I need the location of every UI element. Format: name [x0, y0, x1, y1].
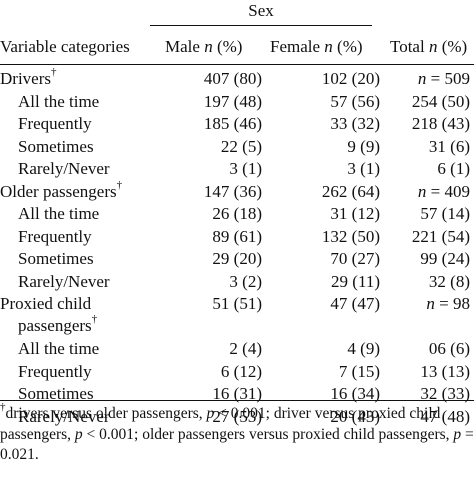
table-row: All the time 2 (4) 4 (9) 06 (6): [0, 338, 474, 361]
cell-total: n = 409: [417, 181, 470, 201]
cell-female: 20 (43): [330, 406, 380, 426]
cell-female: 132 (50): [321, 226, 380, 246]
row-label: Proxied child: [0, 294, 92, 313]
row-label: Sometimes: [18, 384, 94, 403]
cell-male: 16 (31): [212, 384, 262, 403]
cell-total: 254 (50): [411, 91, 470, 111]
row-label: Frequently: [18, 114, 92, 133]
row-label: All the time: [18, 339, 100, 358]
row-label: Rarely/Never: [18, 271, 110, 291]
col-header-total: Total n (%): [390, 37, 468, 56]
cell-male: 147 (36): [203, 181, 262, 201]
cell-female: 102 (20): [321, 69, 380, 88]
cell-male: 6 (12): [220, 361, 262, 381]
footnote-text: drivers versus older passengers, p < 0.0…: [0, 405, 474, 463]
cell-female: 16 (34): [330, 384, 380, 403]
cell-female: 9 (9): [347, 136, 380, 156]
cell-total: 221 (54): [411, 226, 470, 246]
cell-total: 06 (6): [428, 339, 470, 358]
cell-total: 13 (13): [420, 361, 470, 381]
table-row: Rarely/Never 3 (1) 3 (1) 6 (1): [0, 158, 474, 181]
row-label: Frequently: [18, 226, 92, 246]
row-label: All the time: [18, 204, 100, 223]
table-row: Rarely/Never 27 (53) 20 (43) 47 (48): [0, 406, 474, 429]
sex-group-rule: [150, 25, 372, 26]
row-label: Rarely/Never: [18, 159, 110, 178]
table-row: Sometimes 29 (20) 70 (27) 99 (24): [0, 248, 474, 271]
cell-female: 31 (12): [330, 204, 380, 223]
cell-total: 47 (48): [420, 406, 470, 426]
cell-female: 262 (64): [321, 181, 380, 201]
col-header-female: Female n (%): [270, 37, 363, 56]
cell-total: n = 98: [426, 294, 470, 313]
row-label: Frequently: [18, 361, 92, 381]
cell-total: 32 (33): [420, 384, 470, 403]
table-row: Rarely/Never 3 (2) 29 (11) 32 (8): [0, 271, 474, 294]
cell-total: 32 (8): [428, 271, 470, 291]
cell-female: 4 (9): [347, 339, 380, 358]
cell-male: 3 (2): [229, 271, 262, 291]
row-label: Older passengers†: [0, 178, 123, 201]
row-label-line2: passengers†: [18, 313, 98, 335]
col-header-variable: Variable categories: [0, 37, 130, 56]
table-row: Drivers† 407 (80) 102 (20) n = 509: [0, 66, 474, 91]
table-row: Frequently 89 (61) 132 (50) 221 (54): [0, 226, 474, 249]
dagger-mark: †: [91, 313, 98, 326]
header-rule: [0, 64, 474, 65]
cell-total: n = 509: [417, 69, 470, 88]
cell-total: 31 (6): [428, 136, 470, 156]
cell-male: 2 (4): [229, 339, 262, 358]
cell-male: 51 (51): [212, 294, 262, 313]
table-row: Older passengers† 147 (36) 262 (64) n = …: [0, 178, 474, 204]
cell-male: 89 (61): [212, 226, 262, 246]
cell-male: 27 (53): [212, 406, 262, 426]
sex-group-header: Sex: [248, 1, 274, 20]
col-header-male: Male n (%): [165, 37, 243, 56]
row-label: Sometimes: [18, 249, 94, 268]
cell-male: 185 (46): [203, 114, 262, 133]
table-body: Drivers† 407 (80) 102 (20) n = 509 All t…: [0, 66, 474, 429]
cell-total: 6 (1): [437, 159, 470, 178]
cell-female: 3 (1): [347, 159, 380, 178]
dagger-mark: †: [116, 178, 123, 191]
cell-male: 197 (48): [203, 91, 262, 111]
cell-total: 218 (43): [411, 114, 470, 133]
cell-female: 47 (47): [330, 294, 380, 313]
cell-total: 99 (24): [420, 249, 470, 268]
table-row: Frequently 6 (12) 7 (15) 13 (13): [0, 361, 474, 384]
cell-female: 7 (15): [338, 361, 380, 381]
cell-female: 57 (56): [330, 91, 380, 111]
cell-female: 29 (11): [331, 271, 380, 291]
cell-total: 57 (14): [420, 204, 470, 223]
dagger-mark: †: [0, 400, 6, 413]
dagger-mark: †: [50, 66, 57, 79]
row-label: Sometimes: [18, 136, 94, 156]
table-row: All the time 197 (48) 57 (56) 254 (50): [0, 91, 474, 114]
bottom-rule: [0, 400, 474, 401]
cell-female: 33 (32): [330, 114, 380, 133]
cell-male: 22 (5): [220, 136, 262, 156]
table-row: Proxied child passengers† 51 (51) 47 (47…: [0, 293, 474, 338]
footnote: †drivers versus older passengers, p < 0.…: [0, 400, 474, 466]
cell-male: 29 (20): [212, 249, 262, 268]
cell-female: 70 (27): [330, 249, 380, 268]
row-label: All the time: [18, 91, 100, 111]
row-label: Drivers†: [0, 66, 57, 88]
table-row: Sometimes 16 (31) 16 (34) 32 (33): [0, 383, 474, 406]
cell-male: 26 (18): [212, 204, 262, 223]
cell-male: 407 (80): [203, 69, 262, 88]
table-row: All the time 26 (18) 31 (12) 57 (14): [0, 203, 474, 226]
row-label: Rarely/Never: [18, 406, 110, 426]
cell-male: 3 (1): [229, 159, 262, 178]
table-row: Sometimes 22 (5) 9 (9) 31 (6): [0, 136, 474, 159]
table-row: Frequently 185 (46) 33 (32) 218 (43): [0, 113, 474, 136]
